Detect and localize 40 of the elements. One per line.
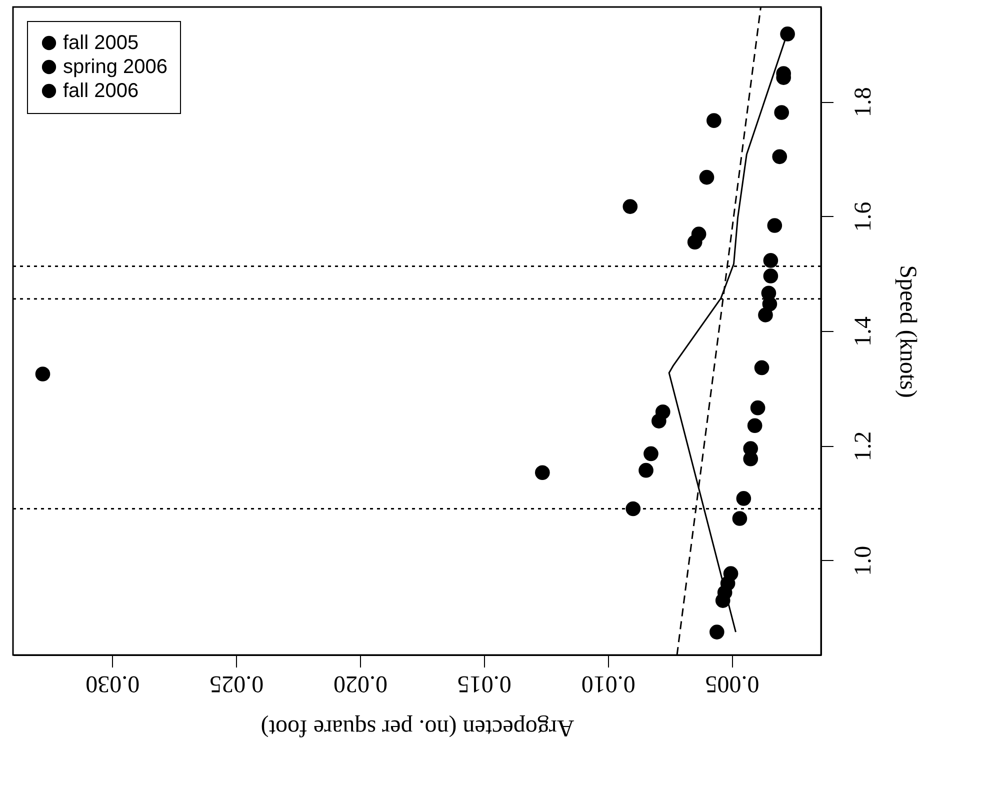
- y-tick-label: 1.0: [850, 546, 876, 576]
- x-tick-label: 0.005: [705, 670, 760, 696]
- point: [732, 511, 748, 526]
- y-tick-label: 1.6: [850, 202, 876, 232]
- point: [774, 105, 790, 120]
- y-tick-label: 1.8: [850, 87, 876, 118]
- point: [706, 113, 722, 128]
- point: [626, 501, 641, 516]
- point: [780, 26, 795, 42]
- point: [35, 366, 50, 382]
- legend-label: fall 2006: [63, 80, 139, 102]
- point: [772, 149, 788, 164]
- point: [644, 446, 658, 462]
- x-tick-label: 0.025: [210, 670, 264, 696]
- y-tick-label: 1.4: [850, 316, 876, 346]
- x-tick-label: 0.030: [86, 670, 140, 696]
- point: [687, 234, 702, 250]
- x-axis-title: Argopecten (no. per square foot): [260, 714, 574, 740]
- y-axis-title: Speed (knots): [894, 265, 920, 398]
- legend-label: fall 2005: [63, 32, 139, 54]
- point: [763, 253, 778, 268]
- point: [699, 170, 714, 185]
- point: [767, 218, 782, 233]
- y-tick-label: 1.2: [850, 431, 876, 462]
- point: [758, 308, 773, 322]
- x-tick-label: 0.015: [457, 670, 512, 696]
- point: [747, 418, 762, 434]
- point: [638, 462, 654, 478]
- point: [715, 593, 730, 608]
- point: [763, 268, 778, 284]
- x-tick-label: 0.020: [333, 670, 388, 696]
- point: [709, 624, 724, 640]
- point: [622, 199, 638, 214]
- point: [750, 400, 766, 416]
- point: [535, 465, 550, 480]
- point: [651, 414, 666, 428]
- point: [754, 360, 770, 376]
- point: [736, 491, 752, 506]
- x-tick-label: 0.010: [581, 670, 636, 696]
- legend-label: spring 2006: [63, 56, 168, 78]
